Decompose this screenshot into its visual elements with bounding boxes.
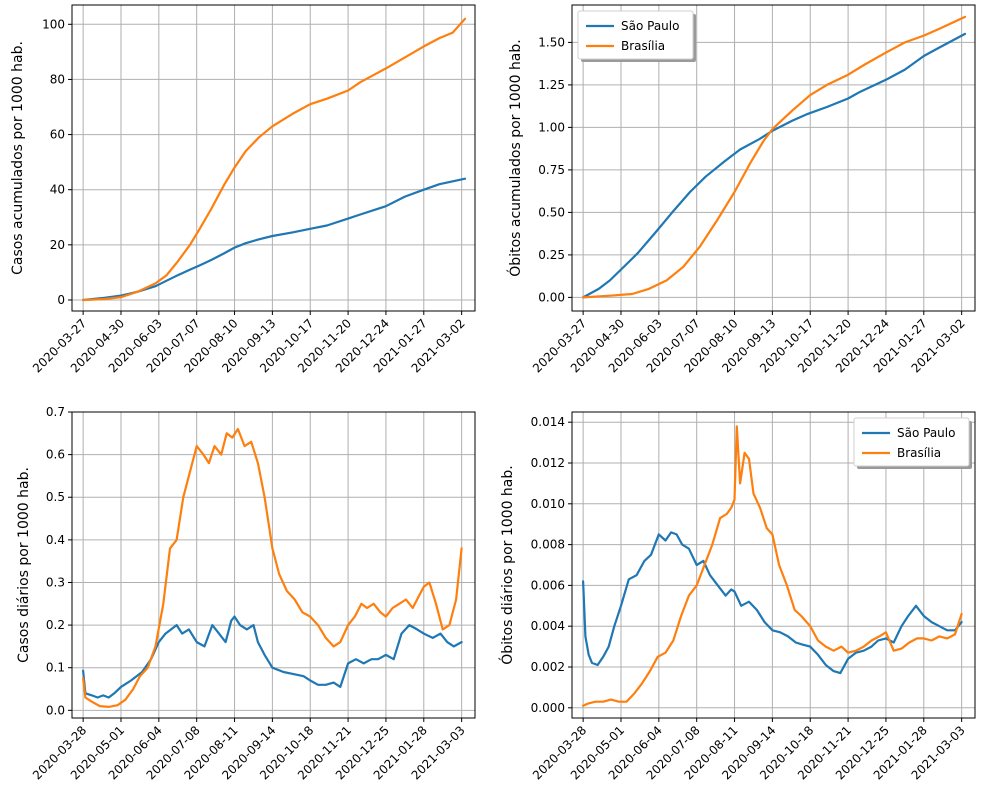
legend-label: São Paulo [897,426,955,440]
series-line-sao-paulo [581,32,967,299]
y-tick-label: 60 [50,128,65,142]
legend: São Paulo Brasília [577,10,696,62]
y-tick-label: 0.25 [538,248,565,262]
chart-casos-diarios: 2020-03-282020-05-012020-06-042020-07-08… [16,405,476,782]
series-line-brasilia [81,427,463,709]
plot-frame [571,4,976,312]
y-tick-label: 0.2 [46,618,65,632]
chart-obitos-diarios: 2020-03-282020-05-012020-06-042020-07-08… [498,411,976,782]
series-line-brasilia [81,17,467,302]
y-tick-label: 80 [50,72,65,86]
y-tick-label: 0.004 [531,619,565,633]
y-tick-label: 20 [50,238,65,252]
y-tick-label: 0.000 [531,701,565,715]
y-tick-label: 100 [42,17,65,31]
y-tick-label: 0.50 [538,205,565,219]
series-line-sao-paulo [81,177,467,302]
legend: São Paulo Brasília [853,417,972,469]
y-tick-label: 0.012 [531,456,565,470]
series-line-sao-paulo [581,531,963,675]
y-tick-label: 0.006 [531,578,565,592]
y-tick-label: 0.3 [46,575,65,589]
chart-obitos-acumulados: 2020-03-272020-04-302020-06-032020-07-07… [506,4,976,375]
y-axis-title: Óbitos acumulados por 1000 hab. [506,39,524,276]
y-axis-title: Casos diários por 1000 hab. [16,467,32,663]
y-axis-title: Casos acumulados por 1000 hab. [10,41,26,275]
plot-frame [571,411,976,719]
y-tick-label: 1.00 [538,120,565,134]
y-tick-label: 0 [57,293,65,307]
y-tick-label: 0.00 [538,290,565,304]
series-line-brasilia [581,15,967,299]
legend-label: Brasília [897,446,941,460]
y-tick-label: 1.50 [538,35,565,49]
y-tick-label: 0.5 [46,490,65,504]
y-tick-label: 0.008 [531,538,565,552]
y-tick-label: 0.4 [46,533,65,547]
y-tick-label: 40 [50,183,65,197]
y-axis-title: Óbitos diários por 1000 hab. [498,465,516,664]
plot-frame [71,4,476,312]
y-tick-label: 0.0 [46,703,65,717]
y-tick-label: 1.25 [538,78,565,92]
series-line-sao-paulo [81,615,463,699]
plot-frame [71,411,476,719]
legend-label: Brasília [621,39,665,53]
y-tick-label: 0.7 [46,405,65,419]
y-tick-label: 0.014 [531,415,565,429]
y-tick-label: 0.6 [46,448,65,462]
y-tick-label: 0.002 [531,660,565,674]
y-tick-label: 0.1 [46,661,65,675]
legend-label: São Paulo [621,19,679,33]
y-tick-label: 0.75 [538,163,565,177]
series-line-brasilia [581,425,963,707]
y-tick-label: 0.010 [531,497,565,511]
chart-casos-acumulados: 2020-03-272020-04-302020-06-032020-07-07… [10,4,476,375]
